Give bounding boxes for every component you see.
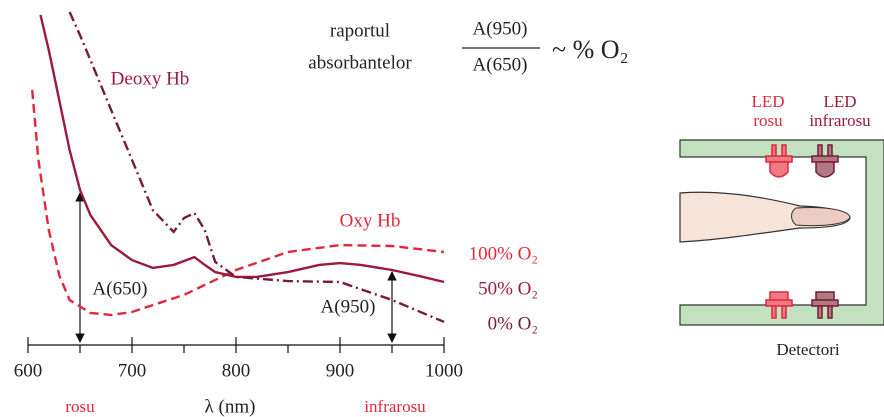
sensor-diagram <box>679 139 884 326</box>
formula-text: absorbantelor <box>308 52 412 73</box>
x-tick-label: 700 <box>118 360 147 381</box>
series-line <box>68 11 445 324</box>
legend-label: 0% O₂ <box>488 313 538 334</box>
formula-numerator: A(950) <box>473 18 528 39</box>
sensor-label: rosu <box>753 111 783 130</box>
x-tick-label: 800 <box>222 360 251 381</box>
annotation: Oxy Hb <box>340 210 401 231</box>
x-tick-label: 1000 <box>425 360 463 381</box>
x-tick-label: 600 <box>14 360 43 381</box>
annotation: A(650) <box>93 278 148 299</box>
x-tick-label: 900 <box>326 360 355 381</box>
annotation: infrarosu <box>364 397 426 416</box>
sensor-label: infrarosu <box>809 111 871 130</box>
x-axis-label: λ (nm) <box>205 396 256 417</box>
annotation: A(950) <box>321 296 376 317</box>
annotation: Deoxy Hb <box>111 68 190 89</box>
sensor-label: Detectori <box>776 340 840 359</box>
sensor-label: LED <box>751 92 784 111</box>
series-line <box>39 14 445 284</box>
sensor-label: LED <box>823 92 856 111</box>
legend-label: 100% O₂ <box>469 243 538 264</box>
annotation: rosu <box>65 397 95 416</box>
legend-label: 50% O₂ <box>478 278 538 299</box>
formula-denominator: A(650) <box>473 54 528 75</box>
formula-text: raportul <box>330 20 390 41</box>
formula-relation: ~ % O₂ <box>552 35 629 64</box>
series-line <box>31 89 445 317</box>
